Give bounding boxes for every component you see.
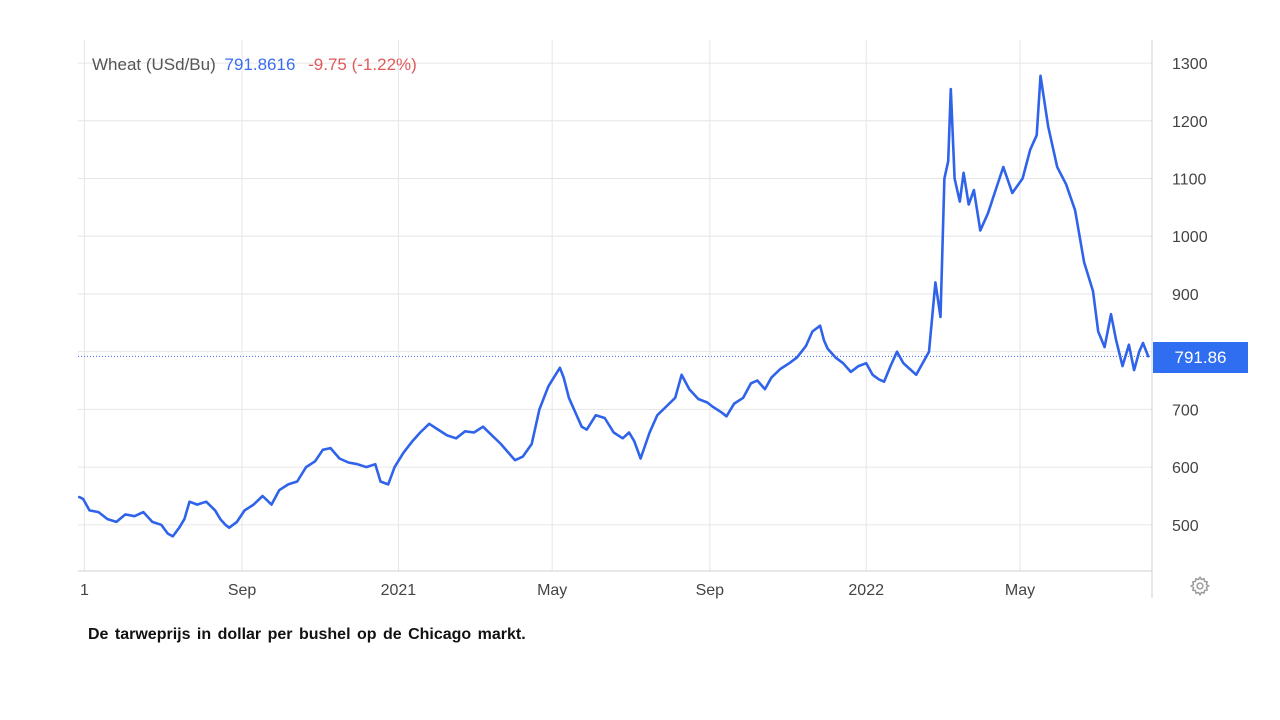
y-tick-label: 600 [1172, 460, 1199, 477]
y-tick-label: 700 [1172, 402, 1199, 419]
y-tick-label: 500 [1172, 518, 1199, 535]
x-tick-label: Sep [228, 582, 257, 599]
y-tick-label: 1100 [1172, 172, 1207, 189]
x-tick-label: 1 [80, 582, 89, 599]
y-tick-label: 900 [1172, 287, 1199, 304]
series-line-wheat [78, 74, 1150, 538]
wheat-price-chart: 50060070080090010001100120013001Sep2021M… [78, 40, 1208, 599]
x-tick-label: 2022 [848, 582, 884, 599]
legend-price: 791.8616 [224, 55, 296, 74]
y-tick-label: 1200 [1172, 114, 1208, 131]
chart-legend: Wheat (USd/Bu) 791.8616 -9.75 (-1.22%) [92, 55, 417, 75]
current-price-label: 791.86 [1153, 342, 1248, 373]
legend-instrument-name: Wheat (USd/Bu) [92, 55, 216, 74]
y-tick-label: 1000 [1172, 229, 1208, 246]
legend-change: -9.75 (-1.22%) [308, 55, 417, 74]
x-tick-label: May [537, 582, 567, 599]
y-tick-label: 1300 [1172, 56, 1208, 73]
gear-icon[interactable] [1189, 575, 1211, 597]
x-tick-label: May [1005, 582, 1035, 599]
chart-area: 50060070080090010001100120013001Sep2021M… [78, 40, 1248, 599]
x-tick-label: 2021 [381, 582, 417, 599]
chart-caption: De tarweprijs in dollar per bushel op de… [88, 626, 526, 643]
x-tick-label: Sep [696, 582, 725, 599]
